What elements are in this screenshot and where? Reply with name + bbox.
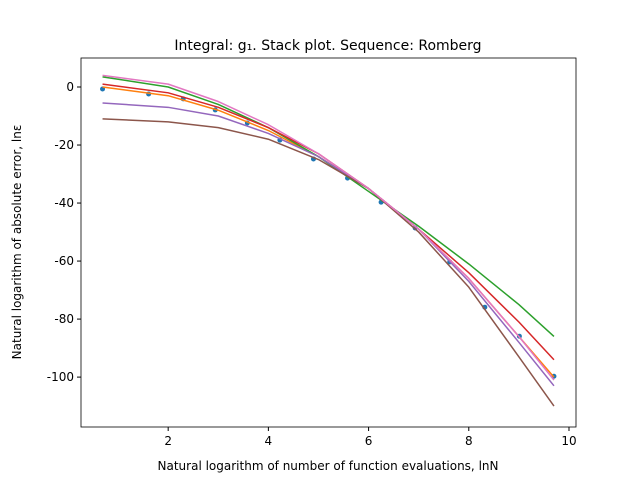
x-tick-label: 10 bbox=[561, 434, 576, 448]
y-tick-label: -40 bbox=[54, 196, 74, 210]
data-line bbox=[102, 76, 555, 338]
y-axis-label: Natural logarithm of absolute error, lnε bbox=[10, 125, 24, 360]
y-tick-label: -60 bbox=[54, 254, 74, 268]
y-tick-label: -20 bbox=[54, 138, 74, 152]
x-tick-label: 6 bbox=[365, 434, 373, 448]
data-line bbox=[102, 118, 555, 407]
data-line bbox=[102, 83, 555, 361]
x-axis-label: Natural logarithm of number of function … bbox=[158, 459, 499, 473]
x-tick-label: 4 bbox=[265, 434, 273, 448]
x-tick-label: 8 bbox=[465, 434, 473, 448]
x-tick-label: 2 bbox=[164, 434, 172, 448]
data-line bbox=[102, 86, 555, 378]
chart-title: Integral: g₁. Stack plot. Sequence: Romb… bbox=[174, 38, 481, 54]
y-tick-label: -100 bbox=[47, 370, 74, 384]
data-line bbox=[102, 102, 555, 387]
y-tick-label: -80 bbox=[54, 312, 74, 326]
data-line bbox=[102, 74, 555, 381]
y-tick-label: 0 bbox=[66, 80, 74, 94]
plot-frame bbox=[80, 57, 577, 428]
